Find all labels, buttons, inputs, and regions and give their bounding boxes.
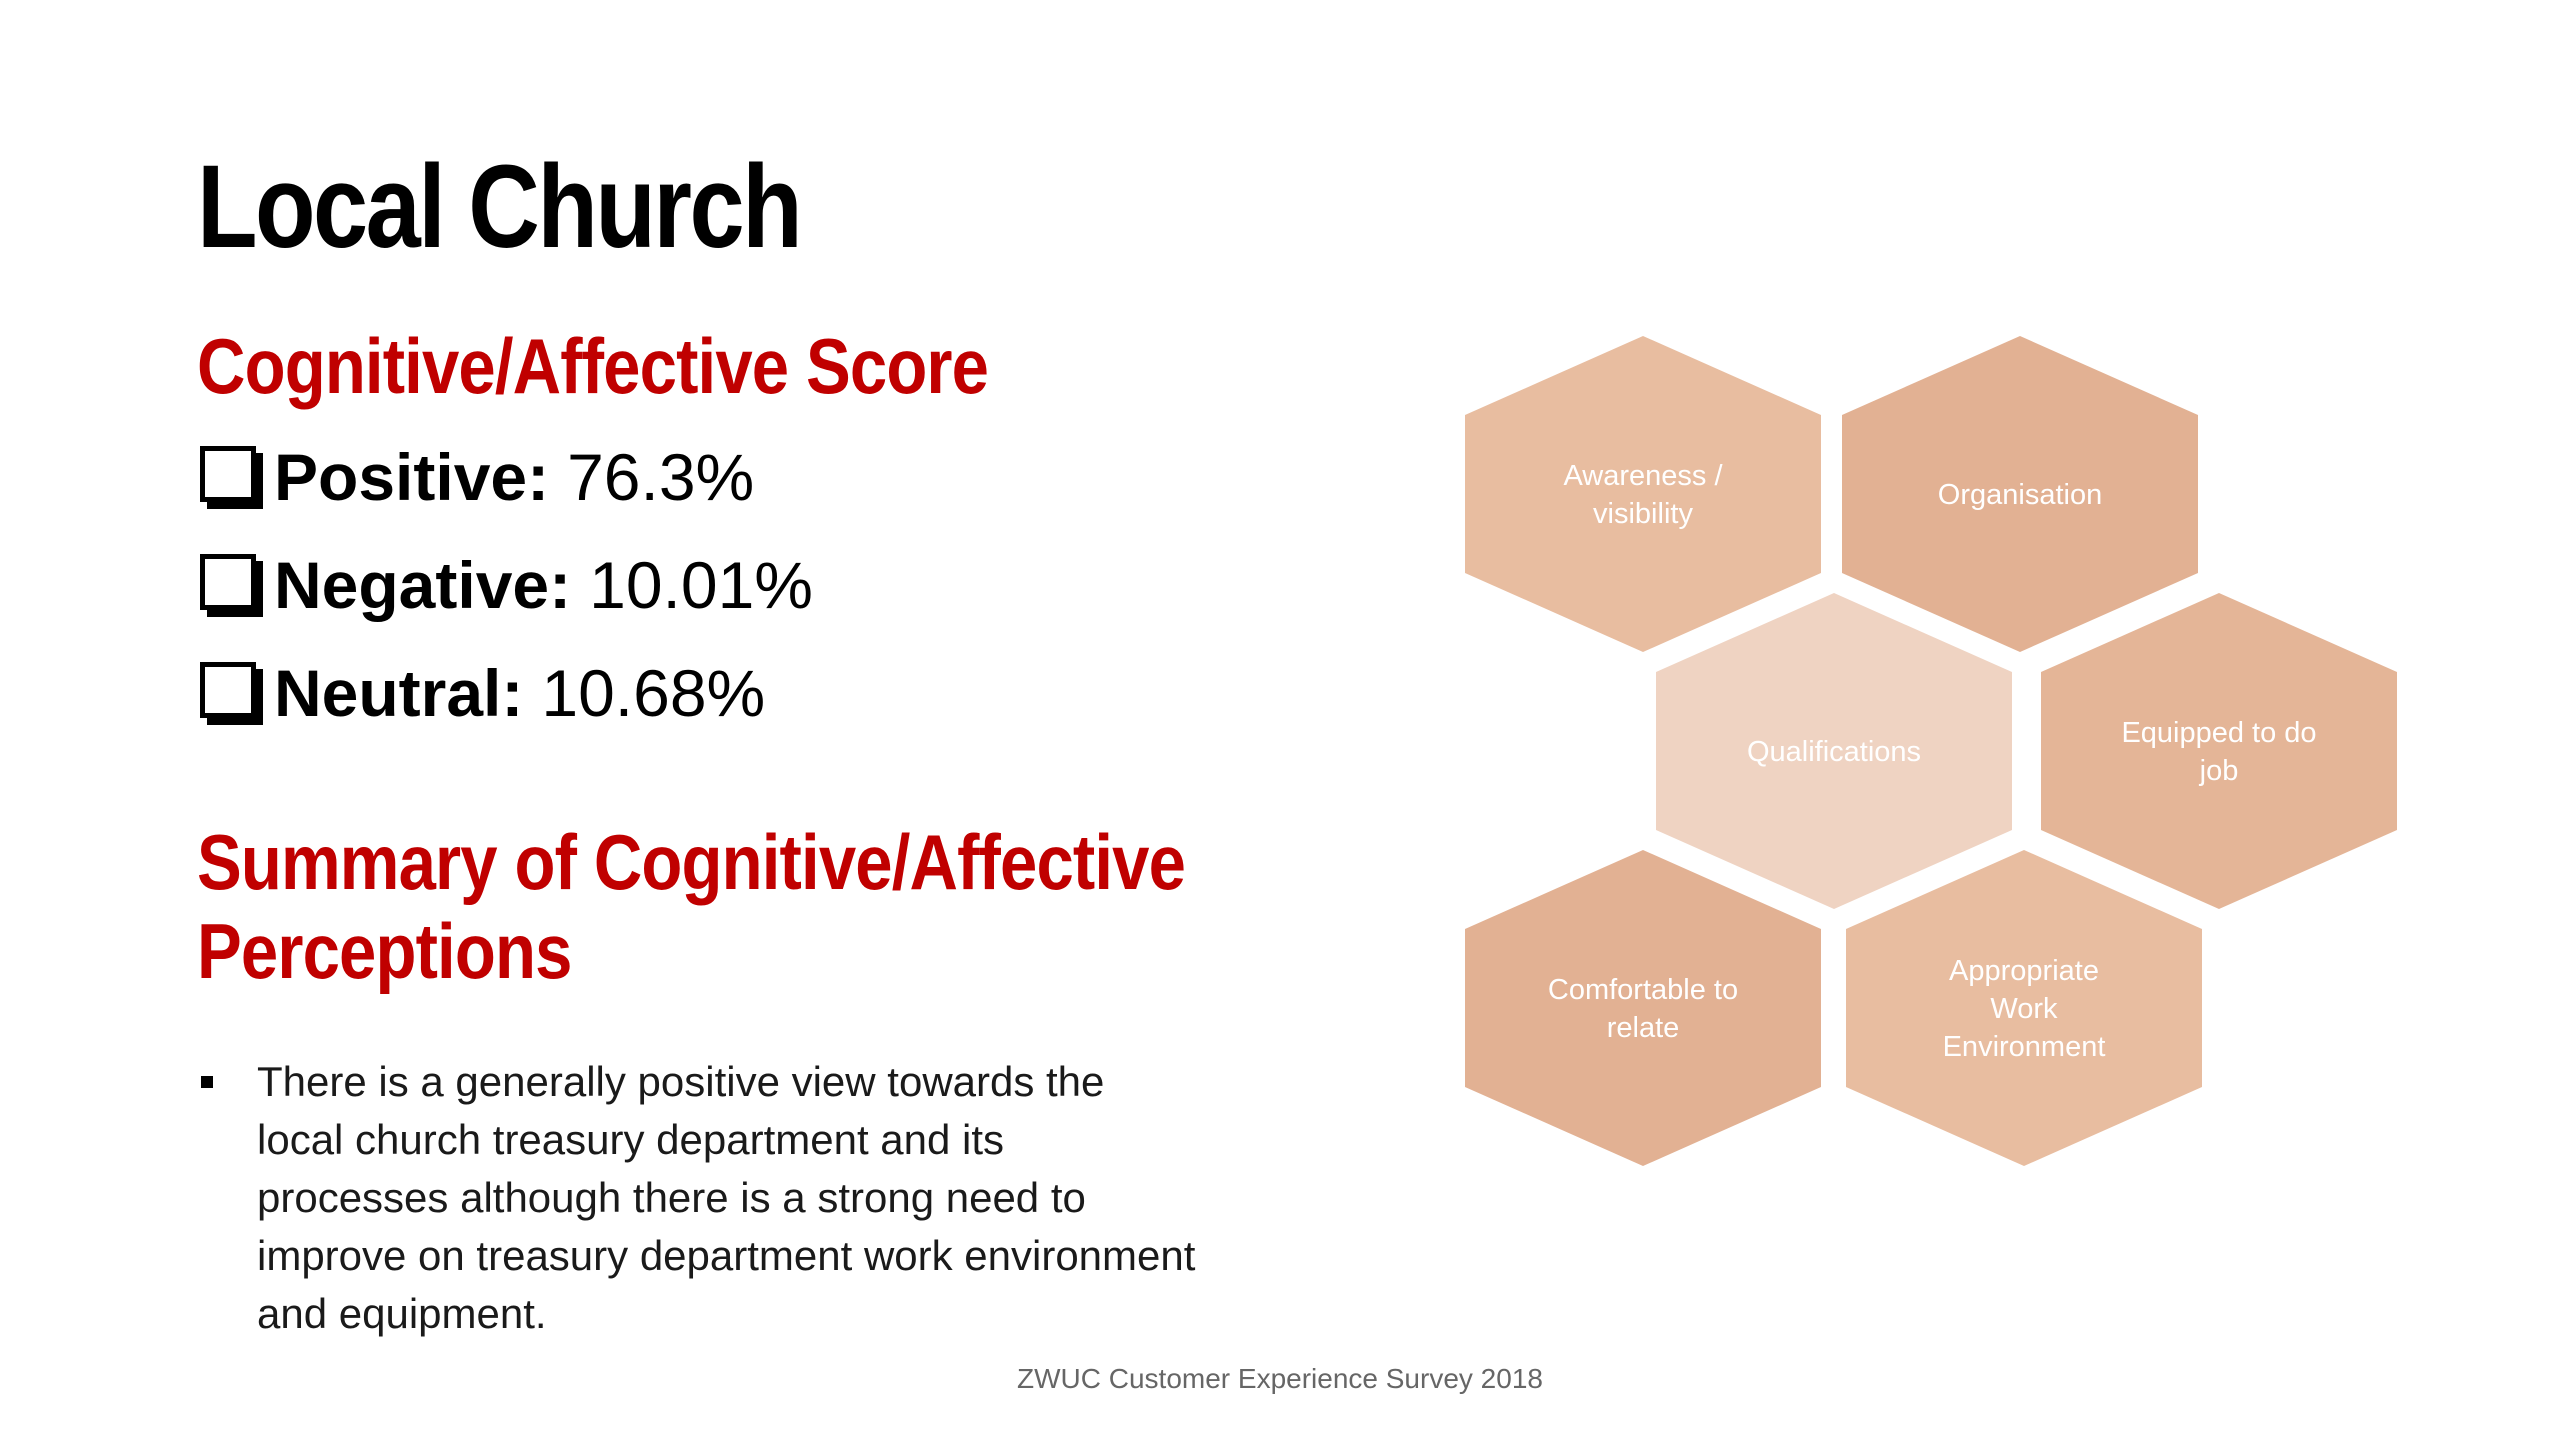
hexagon-label: Comfortable to — [1548, 974, 1738, 1006]
hexagon-label: Equipped to do — [2121, 717, 2316, 749]
score-item-neutral: Neutral: 10.68% — [200, 653, 765, 733]
hexagon-equipped: Equipped to do job — [2041, 593, 2397, 909]
hexagon-label: Qualifications — [1747, 736, 1921, 768]
hexagon-label: job — [2199, 755, 2239, 787]
summary-heading-line: Summary of Cognitive/Affective — [197, 818, 1186, 906]
score-value: 10.01% — [589, 548, 813, 622]
hexagon-organisation: Organisation — [1842, 336, 2198, 652]
hexagon-label: Appropriate — [1949, 955, 2099, 987]
hexagon-awareness: Awareness / visibility — [1465, 336, 1821, 652]
score-label: Positive: — [274, 440, 550, 514]
score-label: Neutral: — [274, 656, 524, 730]
hexagon-shape — [1465, 850, 1821, 1166]
hexagon-label: visibility — [1593, 498, 1693, 530]
hexagon-shape — [1846, 850, 2202, 1166]
hexagon-comfortable: Comfortable to relate — [1465, 850, 1821, 1166]
square-bullet-icon — [197, 1053, 257, 1343]
bullet-text: There is a generally positive view towar… — [257, 1058, 1196, 1337]
checkbox-icon — [200, 662, 256, 718]
score-item-negative: Negative: 10.01% — [200, 545, 813, 625]
score-value: 76.3% — [567, 440, 755, 514]
score-label: Negative: — [274, 548, 572, 622]
hexagon-environment: Appropriate Work Environment — [1846, 850, 2202, 1166]
checkbox-icon — [200, 554, 256, 610]
hexagon-label: Work — [1990, 993, 2058, 1025]
hexagon-label: relate — [1607, 1012, 1680, 1044]
hexagon-label: Environment — [1943, 1031, 2106, 1063]
hexagon-label: Organisation — [1938, 479, 2102, 511]
hexagon-qualifications: Qualifications — [1656, 593, 2012, 909]
hexagon-shape — [1465, 336, 1821, 652]
score-heading: Cognitive/Affective Score — [197, 322, 989, 410]
footer-text: ZWUC Customer Experience Survey 2018 — [1017, 1363, 1543, 1394]
score-value: 10.68% — [541, 656, 766, 730]
slide-title: Local Church — [197, 141, 803, 273]
summary-heading: Summary of Cognitive/Affective Perceptio… — [197, 818, 1186, 996]
hexagon-shape — [1842, 336, 2198, 652]
score-item-positive: Positive: 76.3% — [200, 437, 754, 517]
summary-heading-line: Perceptions — [197, 906, 572, 995]
list-item: There is a generally positive view towar… — [197, 1053, 1197, 1343]
hexagon-shape — [1656, 593, 2012, 909]
summary-bullet-list: There is a generally positive view towar… — [197, 1053, 1197, 1343]
hexagon-shape — [2041, 593, 2397, 909]
checkbox-icon — [200, 446, 256, 502]
hexagon-label: Awareness / — [1563, 460, 1723, 492]
